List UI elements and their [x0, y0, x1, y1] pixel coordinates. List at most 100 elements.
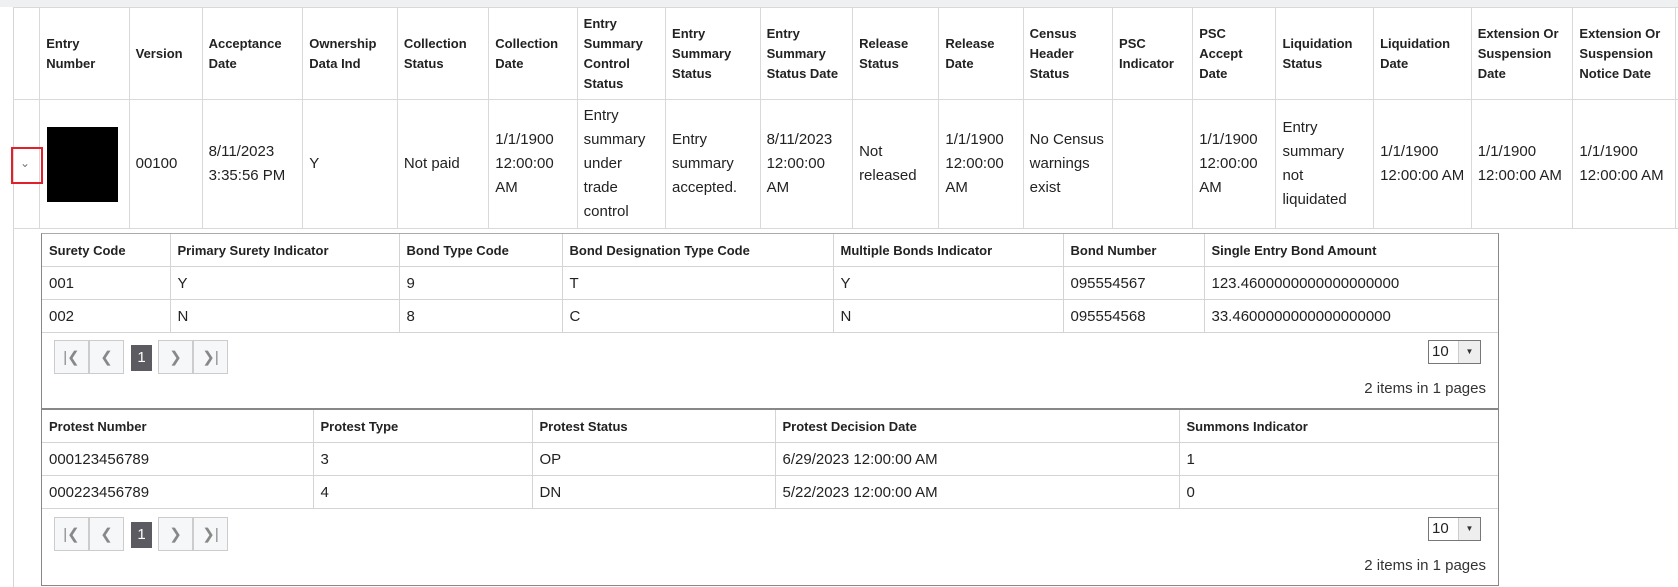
current-page[interactable]: 1 — [131, 345, 152, 371]
table-row[interactable]: 00100 8/11/2023 3:35:56 PM Y Not paid 1/1/19… — [13, 99, 1678, 229]
entry-summary-grid: Entry Number Version Acceptance Date Owners… — [13, 7, 1678, 229]
column-header-protest-number[interactable]: Protest Number — [42, 410, 314, 443]
cell-bond-type-code: 9 — [398, 266, 563, 300]
column-header-extension-or-suspension-date[interactable]: Extension Or Suspension Date — [1470, 7, 1574, 100]
column-header-release-date[interactable]: Release Date — [938, 7, 1024, 100]
cell-entry-summary-status: Entry summary accepted. — [665, 99, 761, 229]
column-header-bond-type-code[interactable]: Bond Type Code — [398, 234, 563, 267]
redacted-entry-number — [47, 127, 118, 202]
cell-bond-type-code: 8 — [398, 299, 563, 333]
next-page-icon: ❯ — [169, 349, 182, 366]
prev-page-icon: ❮ — [100, 349, 113, 366]
cell-psc-accept-date: 1/1/1900 12:00:00 AM — [1192, 99, 1277, 229]
column-header-psc-accept-date[interactable]: PSC Accept Date — [1192, 7, 1277, 100]
column-header-entry-number[interactable]: Entry Number — [39, 7, 130, 100]
column-header-entry-summary-status-date[interactable]: Entry Summary Status Date — [759, 7, 854, 100]
cell-extension-or-suspension-status — [1675, 99, 1678, 229]
cell-entry-summary-control-status: Entry summary under trade control — [576, 99, 667, 229]
cell-surety-code: 002 — [42, 299, 171, 333]
next-page-icon: ❯ — [169, 526, 182, 543]
column-header-summons-indicator[interactable]: Summons Indicator — [1178, 410, 1498, 443]
column-header-bond-designation-type-code[interactable]: Bond Designation Type Code — [561, 234, 834, 267]
cell-protest-type: 4 — [312, 475, 533, 509]
cell-extension-or-suspension-notice-date: 1/1/1900 12:00:00 AM — [1572, 99, 1677, 229]
dropdown-arrow-icon[interactable]: ▼ — [1458, 518, 1480, 540]
cell-bond-designation-type-code: C — [561, 299, 834, 333]
expander-header — [13, 7, 41, 100]
detail-panel: Surety Code Primary Surety Indicator Bond … — [41, 233, 1499, 586]
column-header-liquidation-status[interactable]: Liquidation Status — [1275, 7, 1375, 100]
cell-protest-status: DN — [531, 475, 776, 509]
first-page-icon: |❮ — [63, 526, 80, 543]
column-header-census-header-status[interactable]: Census Header Status — [1022, 7, 1114, 100]
cell-summons-indicator: 0 — [1178, 475, 1498, 509]
table-row[interactable]: 000223456789 4 DN 5/22/2023 12:00:00 AM 0 — [42, 475, 1498, 509]
last-page-icon: ❯| — [202, 349, 219, 366]
cell-protest-decision-date: 5/22/2023 12:00:00 AM — [774, 475, 1180, 509]
column-header-entry-summary-control-status[interactable]: Entry Summary Control Status — [576, 7, 667, 100]
left-border — [13, 7, 14, 587]
cell-primary-surety-indicator: N — [169, 299, 400, 333]
bonds-page-size-select[interactable]: 10 ▼ — [1428, 340, 1481, 364]
cell-protest-status: OP — [531, 442, 776, 476]
cell-release-date: 1/1/1900 12:00:00 AM — [938, 99, 1024, 229]
cell-liquidation-date: 1/1/1900 12:00:00 AM — [1373, 99, 1472, 229]
column-header-multiple-bonds-indicator[interactable]: Multiple Bonds Indicator — [832, 234, 1064, 267]
next-page-button[interactable]: ❯ — [158, 517, 193, 551]
cell-multiple-bonds-indicator: N — [832, 299, 1064, 333]
column-header-single-entry-bond-amount[interactable]: Single Entry Bond Amount — [1203, 234, 1498, 267]
column-header-protest-status[interactable]: Protest Status — [531, 410, 776, 443]
cell-extension-or-suspension-date: 1/1/1900 12:00:00 AM — [1470, 99, 1574, 229]
first-page-button[interactable]: |❮ — [54, 340, 89, 374]
top-strip — [0, 0, 1678, 7]
table-row[interactable]: 000123456789 3 OP 6/29/2023 12:00:00 AM 1 — [42, 442, 1498, 476]
chevron-down-icon[interactable]: ⌄ — [19, 156, 31, 170]
table-row[interactable]: 001 Y 9 T Y 095554567 123.4600000000000000000 — [42, 266, 1498, 300]
protests-page-size-select[interactable]: 10 ▼ — [1428, 517, 1481, 541]
last-page-button[interactable]: ❯| — [193, 340, 228, 374]
column-header-surety-code[interactable]: Surety Code — [42, 234, 171, 267]
column-header-protest-decision-date[interactable]: Protest Decision Date — [774, 410, 1180, 443]
cell-psc-indicator — [1112, 99, 1194, 229]
column-header-protest-type[interactable]: Protest Type — [312, 410, 533, 443]
cell-bond-number: 095554567 — [1062, 266, 1205, 300]
bonds-pager-info: 2 items in 1 pages — [1364, 380, 1486, 397]
cell-version: 00100 — [128, 99, 203, 229]
column-header-collection-date[interactable]: Collection Date — [488, 7, 578, 100]
last-page-button[interactable]: ❯| — [193, 517, 228, 551]
current-page[interactable]: 1 — [131, 522, 152, 548]
first-page-button[interactable]: |❮ — [54, 517, 89, 551]
column-header-acceptance-date[interactable]: Acceptance Date — [201, 7, 304, 100]
table-row[interactable]: 002 N 8 C N 095554568 33.4600000000000000000 — [42, 299, 1498, 333]
cell-single-entry-bond-amount: 33.4600000000000000000 — [1203, 299, 1498, 333]
cell-surety-code: 001 — [42, 266, 171, 300]
cell-protest-number: 000123456789 — [42, 442, 314, 476]
expander-highlight — [11, 147, 43, 184]
column-header-version[interactable]: Version — [128, 7, 203, 100]
column-header-ownership-data-ind[interactable]: Ownership Data Ind — [302, 7, 398, 100]
bonds-table: Surety Code Primary Surety Indicator Bond … — [42, 234, 1498, 333]
column-header-psc-indicator[interactable]: PSC Indicator — [1112, 7, 1194, 100]
cell-bond-number: 095554568 — [1062, 299, 1205, 333]
column-header-primary-surety-indicator[interactable]: Primary Surety Indicator — [169, 234, 400, 267]
cell-protest-decision-date: 6/29/2023 12:00:00 AM — [774, 442, 1180, 476]
cell-release-status: Not released — [852, 99, 940, 229]
dropdown-arrow-icon[interactable]: ▼ — [1458, 341, 1480, 363]
column-header-release-status[interactable]: Release Status — [852, 7, 940, 100]
cell-single-entry-bond-amount: 123.4600000000000000000 — [1203, 266, 1498, 300]
protests-table: Protest Number Protest Type Protest Status… — [42, 410, 1498, 509]
cell-protest-type: 3 — [312, 442, 533, 476]
column-header-collection-status[interactable]: Collection Status — [396, 7, 490, 100]
next-page-button[interactable]: ❯ — [158, 340, 193, 374]
cell-census-header-status: No Census warnings exist — [1022, 99, 1114, 229]
cell-protest-number: 000223456789 — [42, 475, 314, 509]
column-header-entry-summary-status[interactable]: Entry Summary Status — [665, 7, 761, 100]
cell-ownership-data-ind: Y — [302, 99, 398, 229]
prev-page-button[interactable]: ❮ — [89, 340, 124, 374]
prev-page-button[interactable]: ❮ — [89, 517, 124, 551]
cell-collection-status: Not paid — [396, 99, 490, 229]
column-header-extension-or-suspension-notice-date[interactable]: Extension Or Suspension Notice Date — [1572, 7, 1677, 100]
column-header-bond-number[interactable]: Bond Number — [1062, 234, 1205, 267]
column-header-liquidation-date[interactable]: Liquidation Date — [1373, 7, 1472, 100]
prev-page-icon: ❮ — [100, 526, 113, 543]
